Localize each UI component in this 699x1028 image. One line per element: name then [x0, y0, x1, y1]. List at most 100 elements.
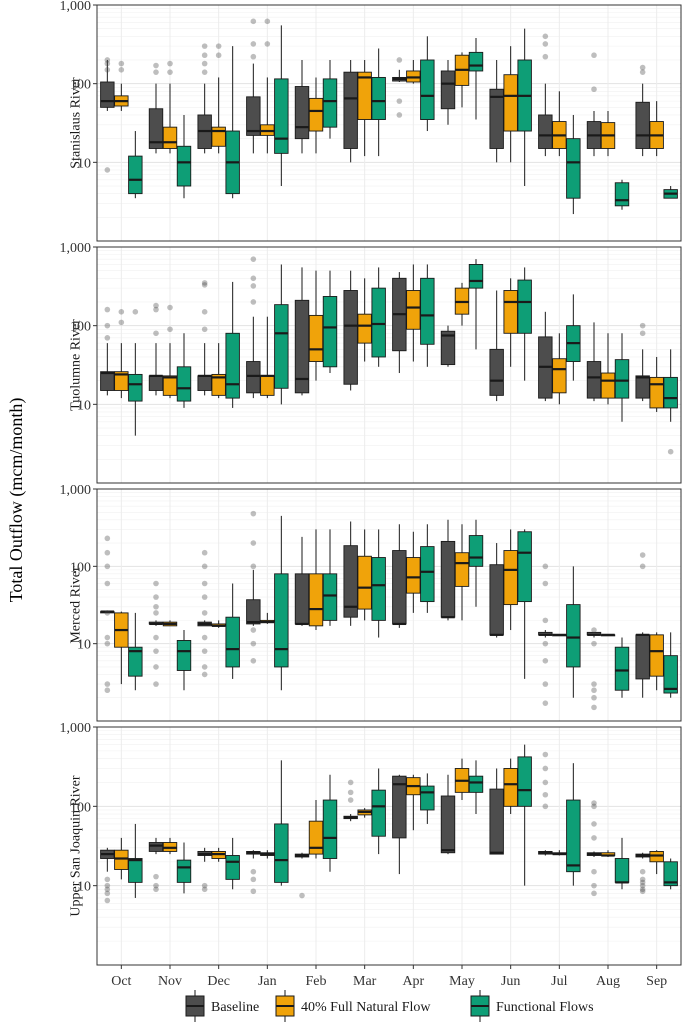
outlier-point	[167, 69, 173, 75]
outlier-point	[591, 52, 597, 59]
box-mar	[357, 59, 372, 157]
box	[357, 313, 372, 344]
legend-label: Baseline	[211, 1000, 259, 1015]
box	[176, 145, 192, 187]
box	[260, 375, 275, 396]
outlier-point	[250, 53, 257, 60]
outlier-point	[542, 751, 549, 758]
box	[663, 861, 678, 887]
box-feb	[294, 267, 310, 396]
box	[176, 859, 192, 883]
box-jun	[517, 529, 532, 679]
outlier-point	[104, 890, 111, 897]
box-apr	[406, 264, 421, 362]
box-jan	[274, 515, 289, 691]
box	[489, 564, 504, 636]
box-aug	[586, 322, 602, 402]
box	[294, 573, 310, 625]
box-mar	[371, 267, 386, 367]
outlier-point	[639, 876, 646, 883]
box-apr	[420, 264, 435, 367]
box-feb	[322, 270, 338, 374]
outlier-point	[591, 803, 597, 810]
box-nov	[148, 62, 164, 154]
outlier-point	[201, 580, 208, 587]
box-apr	[420, 524, 435, 613]
outlier-point	[104, 897, 111, 904]
box	[148, 375, 164, 391]
panel-border	[96, 488, 682, 722]
outlier-point	[104, 167, 111, 173]
outlier-point	[153, 610, 159, 616]
box-jul	[538, 311, 553, 402]
outlier-point	[153, 634, 159, 641]
box	[148, 842, 164, 852]
outlier-point	[542, 765, 549, 772]
box-dec	[211, 343, 226, 399]
box	[406, 557, 421, 594]
box	[614, 646, 630, 691]
outlier-point	[591, 882, 597, 889]
box-jan	[260, 612, 275, 624]
outlier-point	[639, 868, 646, 875]
box-may	[454, 524, 470, 621]
outlier-point	[153, 882, 159, 889]
box-jan	[274, 264, 289, 405]
box	[294, 299, 310, 394]
box	[489, 348, 504, 396]
box-sep	[649, 632, 664, 691]
box	[225, 332, 240, 399]
outlier-point	[201, 60, 208, 67]
box-may	[468, 38, 484, 120]
outlier-point	[250, 640, 257, 647]
box-jun	[503, 278, 518, 367]
box	[114, 371, 129, 391]
legend-entry: 40% Full Natural Flow	[275, 990, 431, 1022]
box-nov	[148, 837, 164, 893]
box	[586, 361, 602, 399]
box-jun	[489, 59, 504, 163]
outlier-point	[591, 687, 597, 694]
outlier-point	[104, 306, 111, 313]
outlier-point	[201, 563, 208, 570]
plot-background	[97, 247, 681, 483]
box	[614, 858, 630, 883]
box-may	[440, 59, 456, 125]
box	[308, 573, 324, 627]
box-apr	[392, 524, 407, 628]
outlier-point	[347, 797, 354, 803]
box-oct	[128, 612, 143, 691]
box-oct	[114, 60, 129, 111]
box	[128, 155, 143, 195]
outlier-point	[396, 57, 403, 63]
box-aug	[614, 637, 630, 698]
box-nov	[176, 842, 192, 894]
outlier-point	[153, 306, 159, 313]
box-may	[468, 519, 484, 607]
box-may	[454, 282, 470, 326]
box	[371, 287, 386, 358]
box	[635, 634, 650, 680]
legend-label: Functional Flows	[496, 1000, 594, 1015]
box	[503, 290, 518, 334]
outlier-point	[250, 41, 257, 47]
box-apr	[420, 773, 435, 824]
outlier-point	[104, 535, 111, 542]
box	[468, 775, 484, 793]
facet-label: Tuolumne River	[69, 319, 84, 411]
box-nov	[162, 837, 178, 855]
box-sep	[663, 632, 678, 698]
outlier-point	[215, 52, 222, 59]
outlier-point	[104, 60, 111, 67]
outlier-point	[250, 658, 257, 664]
box-jan	[274, 25, 289, 187]
outlier-point	[639, 69, 646, 75]
box-oct	[100, 57, 115, 173]
box-sep	[635, 322, 650, 402]
box-feb	[294, 536, 310, 626]
box	[663, 376, 678, 409]
outlier-point	[250, 256, 257, 262]
series-baseline	[100, 510, 650, 711]
